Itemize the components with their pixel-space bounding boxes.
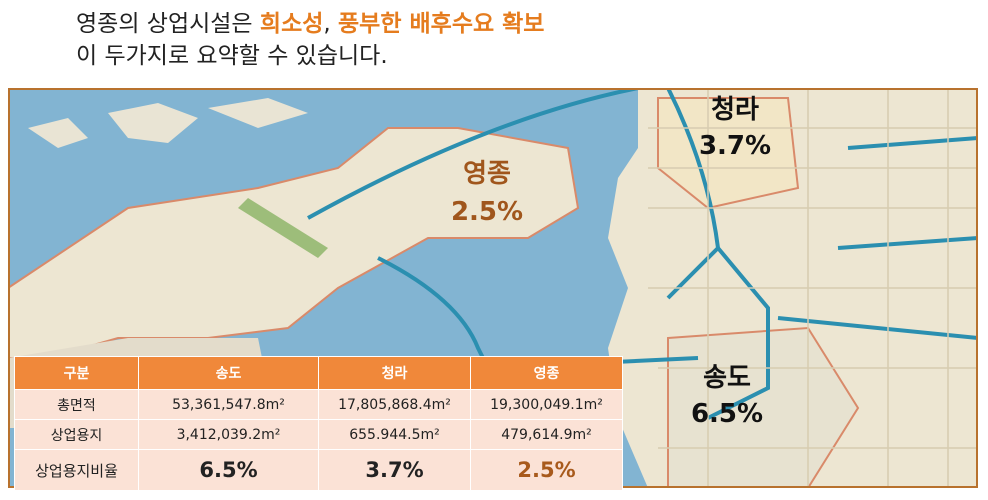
header-cell: 영종 (470, 356, 623, 390)
map-label-name: 송도 (703, 363, 751, 393)
header-row: 구분 송도 청라 영종 (14, 356, 623, 390)
routes (307, 88, 978, 420)
park (238, 198, 328, 258)
cell: 3,412,039.2m² (138, 419, 319, 450)
cell: 2.5% (470, 449, 623, 491)
subline: 이 두가지로 요약할 수 있습니다. (76, 43, 388, 69)
map-label-name: 영종 (463, 159, 511, 189)
row: 상업용지비율 6.5% 3.7% 2.5% (14, 449, 623, 491)
map-label-rate: 2.5% (451, 197, 523, 227)
text: , (323, 11, 339, 37)
header-cell: 청라 (318, 356, 471, 390)
cell: 479,614.9m² (470, 419, 623, 450)
cell: 6.5% (138, 449, 319, 491)
cell: 3.7% (318, 449, 471, 491)
cell: 17,805,868.4m² (318, 389, 471, 420)
map: 청라 3.7% 영종 2.5% 송도 6.5% (8, 88, 978, 488)
map-label-rate: 6.5% (691, 399, 763, 429)
header-cell: 구분 (14, 356, 139, 390)
highlight: 풍부한 배후수요 확보 (338, 11, 545, 37)
highlight: 희소성 (259, 11, 324, 37)
grid-roads (648, 88, 978, 488)
headline: 영종의 상업시설은 희소성, 풍부한 배후수요 확보 (76, 4, 544, 38)
cell: 총면적 (14, 389, 139, 420)
map-label-rate: 3.7% (699, 131, 771, 161)
comparison-table: 구분 송도 청라 영종 총면적 53,361,547.8m² 17,805,86… (14, 356, 623, 491)
cell: 19,300,049.1m² (470, 389, 623, 420)
cheongna (657, 97, 800, 210)
islands (28, 98, 308, 148)
row: 상업용지 3,412,039.2m² 655.944.5m² 479,614.9… (14, 419, 623, 450)
cell: 상업용지 (14, 419, 139, 450)
row: 총면적 53,361,547.8m² 17,805,868.4m² 19,300… (14, 389, 623, 420)
cell: 53,361,547.8m² (138, 389, 319, 420)
header-cell: 송도 (138, 356, 319, 390)
text: 영종의 상업시설은 (76, 11, 260, 37)
cell: 655.944.5m² (318, 419, 471, 450)
cell: 상업용지비율 (14, 449, 139, 491)
map-label-name: 청라 (711, 95, 759, 125)
